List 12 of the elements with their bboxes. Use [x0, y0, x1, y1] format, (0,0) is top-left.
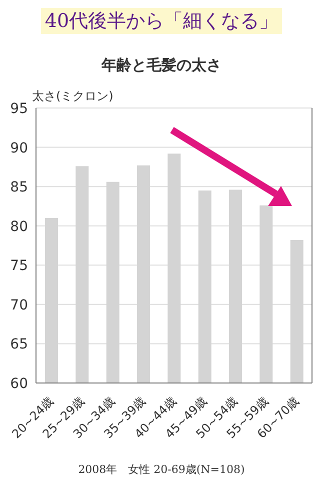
chart-title: 40代後半から「細くなる」	[40, 8, 282, 34]
y-tick-label: 95	[10, 100, 28, 117]
y-tick-label: 80	[10, 218, 28, 235]
y-axis-title: 太さ(ミクロン)	[32, 88, 114, 105]
y-tick-label: 60	[10, 376, 28, 392]
y-tick-label: 70	[10, 297, 28, 314]
y-tick-label: 85	[10, 180, 28, 196]
chart-subtitle: 年齢と毛髪の太さ	[100, 56, 222, 75]
text: 2008年 女性 20-69歳(N=108)	[77, 462, 246, 477]
y-tick-label: 75	[10, 258, 28, 274]
y-tick-label: 90	[10, 140, 28, 156]
y-tick-label: 65	[10, 336, 28, 353]
